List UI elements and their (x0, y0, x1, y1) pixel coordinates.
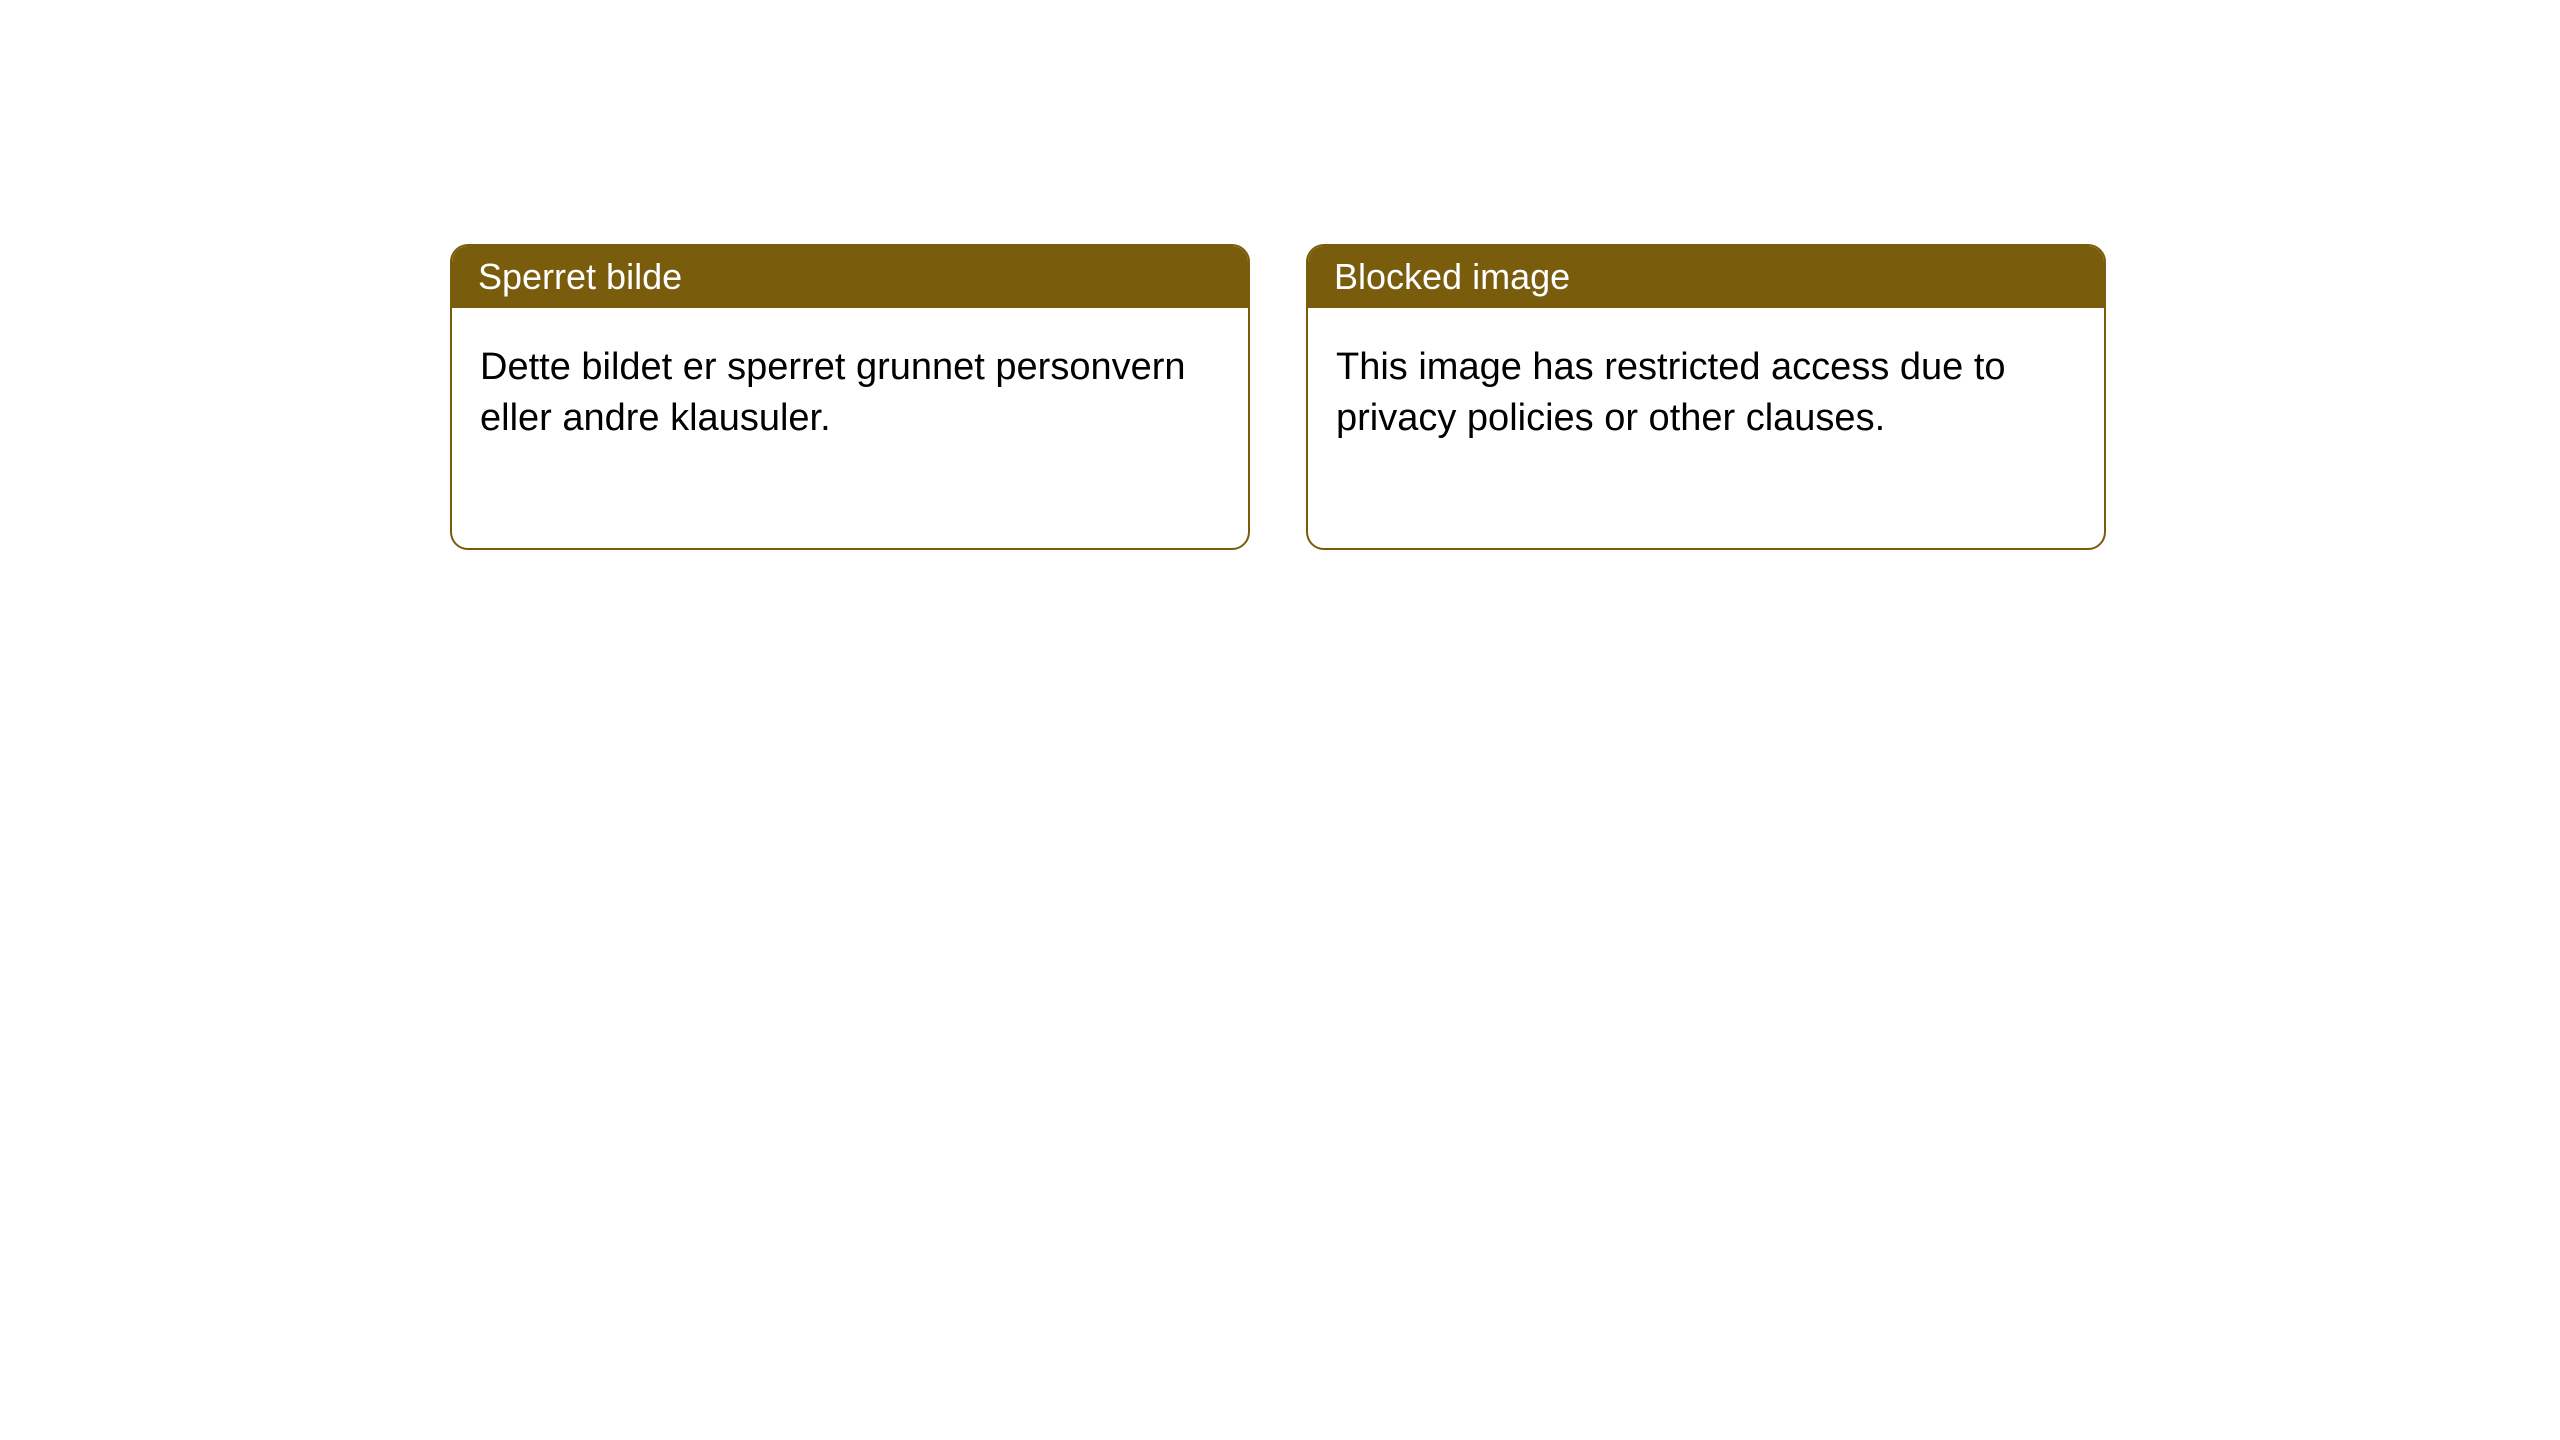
notice-body-text: This image has restricted access due to … (1336, 346, 2006, 439)
notice-header: Sperret bilde (452, 246, 1248, 308)
notice-body: Dette bildet er sperret grunnet personve… (452, 308, 1248, 548)
notice-title-text: Sperret bilde (478, 256, 682, 297)
notice-box-norwegian: Sperret bilde Dette bildet er sperret gr… (450, 244, 1250, 550)
notice-body: This image has restricted access due to … (1308, 308, 2104, 548)
notice-container: Sperret bilde Dette bildet er sperret gr… (450, 244, 2106, 550)
notice-title-text: Blocked image (1334, 256, 1570, 297)
notice-box-english: Blocked image This image has restricted … (1306, 244, 2106, 550)
notice-header: Blocked image (1308, 246, 2104, 308)
notice-body-text: Dette bildet er sperret grunnet personve… (480, 346, 1186, 439)
